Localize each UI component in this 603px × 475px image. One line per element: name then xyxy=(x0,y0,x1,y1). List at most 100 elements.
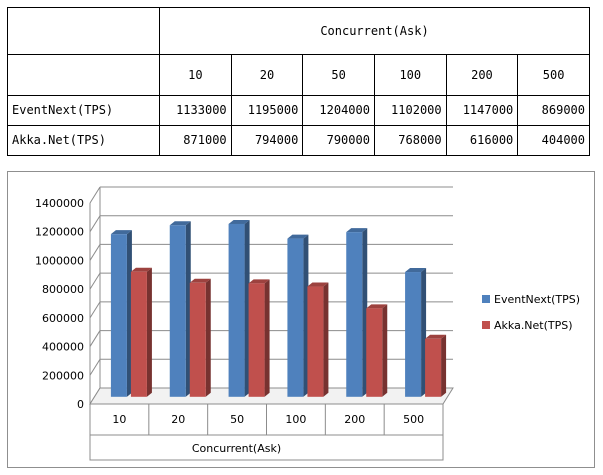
bar-group xyxy=(130,267,152,397)
y-tick-label: 1200000 xyxy=(35,226,84,239)
bar-side xyxy=(264,279,270,397)
table-row-label: Akka.Net(TPS) xyxy=(7,124,160,157)
bar xyxy=(287,238,304,397)
table-category-cell: 10 xyxy=(159,54,232,96)
gridline-side xyxy=(89,359,101,376)
bar xyxy=(405,272,422,397)
bar-side xyxy=(382,304,388,397)
bar-chart: 0 200000 400000 600000 800000 1000000 1200000 1… xyxy=(35,186,580,461)
gridline-side xyxy=(89,186,101,204)
bar xyxy=(228,223,245,397)
bar-top xyxy=(189,278,211,283)
bar-group xyxy=(110,230,132,397)
bar-side xyxy=(421,268,427,397)
gridline-side xyxy=(89,215,101,232)
bar-side xyxy=(362,228,368,397)
gridline-side xyxy=(89,244,101,261)
bar-side xyxy=(185,221,191,397)
bar-group xyxy=(307,282,329,397)
table-cell: 1195000 xyxy=(230,94,304,126)
y-tick-label: 1000000 xyxy=(35,254,84,267)
legend-label: Akka.Net(TPS) xyxy=(494,319,573,332)
legend-swatch xyxy=(482,321,490,329)
table-cell: 768000 xyxy=(373,124,447,157)
bar-top xyxy=(169,221,191,226)
bar-group xyxy=(405,268,427,397)
y-tick-label: 200000 xyxy=(42,369,84,382)
bar-group xyxy=(189,278,211,397)
x-tick-label: 200 xyxy=(344,413,365,426)
bar-group xyxy=(366,304,388,397)
bar xyxy=(248,283,265,397)
table-cell: 1147000 xyxy=(445,94,519,126)
legend-label: EventNext(TPS) xyxy=(494,293,580,306)
bar-side xyxy=(441,334,447,397)
bar-top xyxy=(248,279,270,284)
bar-group xyxy=(228,219,250,397)
table-category-cell: 500 xyxy=(517,54,590,96)
y-tick-label: 600000 xyxy=(42,312,84,325)
x-tick-label: 500 xyxy=(403,413,424,426)
bar-top xyxy=(287,234,309,239)
table-header-title: Concurrent(Ask) xyxy=(159,6,590,56)
chart-container: 0 200000 400000 600000 800000 1000000 1200000 1… xyxy=(7,171,595,468)
gridline-side xyxy=(89,301,101,319)
bar xyxy=(169,225,186,397)
x-tick-label: 50 xyxy=(230,413,244,426)
bar xyxy=(366,308,383,397)
bar-top xyxy=(110,230,132,235)
x-tick-label: 20 xyxy=(171,413,185,426)
table-category-cell: 20 xyxy=(230,54,304,96)
table-cell: 1133000 xyxy=(159,94,232,126)
bar-top xyxy=(130,267,152,272)
table-row: EventNext(TPS) 1133000 1195000 1204000 1… xyxy=(7,94,590,126)
table-cell: 869000 xyxy=(517,94,590,126)
table-cell: 616000 xyxy=(445,124,519,157)
bar-side xyxy=(244,219,250,397)
legend-swatch xyxy=(482,295,490,303)
bar xyxy=(110,234,127,397)
table-empty-cell xyxy=(7,54,160,96)
bar-side xyxy=(146,267,152,397)
bar-side xyxy=(205,278,211,397)
table-cell: 790000 xyxy=(302,124,375,157)
bar-top xyxy=(346,228,368,233)
y-tick-label: 400000 xyxy=(42,341,84,354)
table-cell: 404000 xyxy=(517,124,590,157)
bar-top xyxy=(366,304,388,309)
gridline-side xyxy=(89,272,101,290)
bar-top xyxy=(307,282,329,287)
bar xyxy=(346,232,363,397)
bar-group xyxy=(248,279,270,397)
bar-top xyxy=(425,334,447,339)
table-cell: 1204000 xyxy=(302,94,375,126)
bar-side xyxy=(126,230,132,397)
table-corner-cell xyxy=(7,6,160,56)
table-header-row: Concurrent(Ask) xyxy=(7,6,590,56)
table-cell: 1102000 xyxy=(373,94,447,126)
bar xyxy=(307,286,324,397)
x-tick-label: 10 xyxy=(112,413,126,426)
bar-side xyxy=(323,282,329,397)
x-axis-title: Concurrent(Ask) xyxy=(192,442,281,455)
bar-group xyxy=(425,334,447,397)
x-tick-label: 100 xyxy=(285,413,306,426)
table-cell: 794000 xyxy=(230,124,304,157)
data-table: Concurrent(Ask) 10 20 50 100 200 500 Eve… xyxy=(7,6,590,157)
bar-top xyxy=(228,219,250,224)
table-cell: 871000 xyxy=(159,124,232,157)
y-tick-label: 1400000 xyxy=(35,197,84,210)
table-row: Akka.Net(TPS) 871000 794000 790000 76800… xyxy=(7,124,590,157)
bar-top xyxy=(405,268,427,273)
chart-back-wall xyxy=(100,187,453,388)
bar-group xyxy=(346,228,368,397)
table-category-cell: 50 xyxy=(302,54,375,96)
table-category-cell: 100 xyxy=(373,54,447,96)
bar-group xyxy=(169,221,191,397)
bar-side xyxy=(303,234,309,397)
bar xyxy=(189,282,206,397)
gridline-side xyxy=(89,330,101,347)
bar xyxy=(425,338,442,397)
table-category-cell: 200 xyxy=(445,54,519,96)
table-categories-row: 10 20 50 100 200 500 xyxy=(7,54,590,96)
